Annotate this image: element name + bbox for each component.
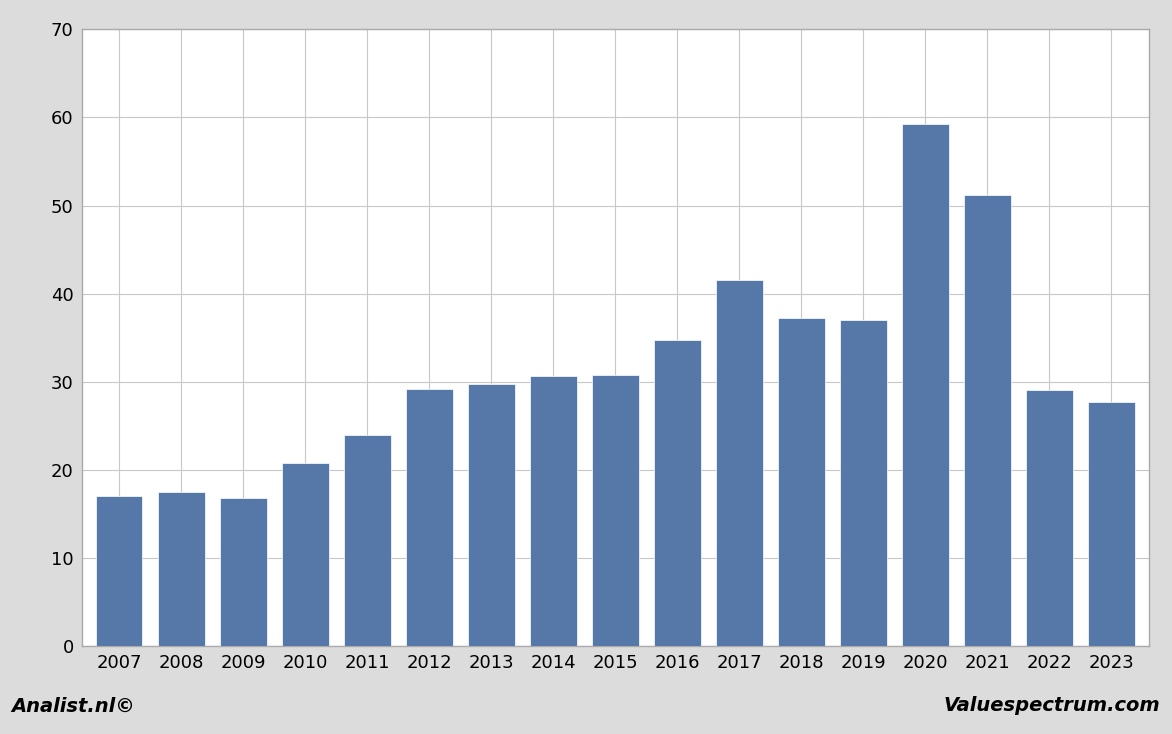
Bar	[778, 319, 825, 646]
Bar	[530, 376, 577, 646]
Bar	[406, 389, 452, 646]
Bar	[345, 435, 390, 646]
Bar	[1088, 402, 1134, 646]
Bar	[96, 496, 143, 646]
Bar	[840, 320, 886, 646]
Bar	[716, 280, 763, 646]
Bar	[654, 341, 701, 646]
Bar	[902, 123, 948, 646]
Bar	[468, 385, 515, 646]
Text: Analist.nl©: Analist.nl©	[12, 697, 136, 716]
Text: Valuespectrum.com: Valuespectrum.com	[943, 697, 1160, 716]
Bar	[965, 195, 1010, 646]
Bar	[1027, 390, 1072, 646]
Bar	[592, 374, 639, 646]
Bar	[158, 492, 204, 646]
Bar	[282, 462, 328, 646]
Bar	[220, 498, 266, 646]
